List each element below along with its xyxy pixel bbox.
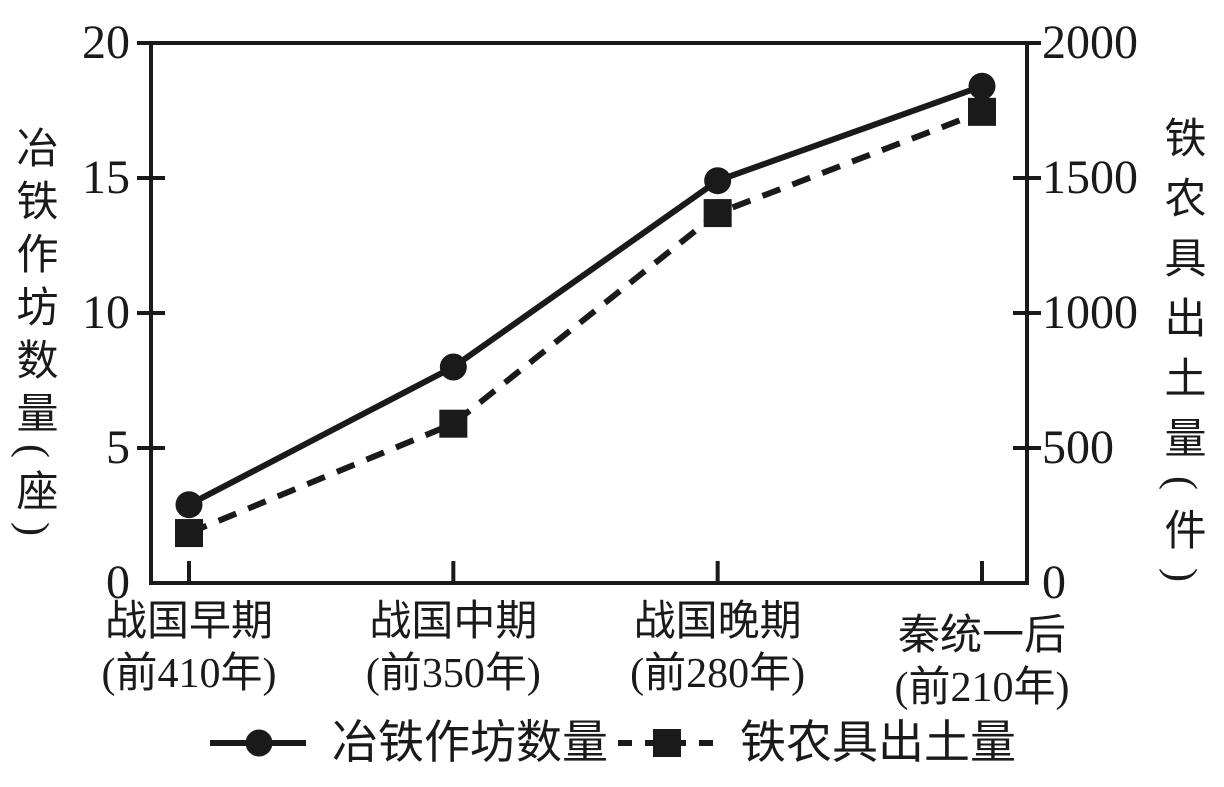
legend-entry: 冶铁作坊数量 — [208, 720, 608, 766]
x-axis-label-year: (前280年) — [630, 651, 806, 698]
x-axis-label: 秦统一后 (前210年) — [822, 610, 1142, 714]
x-axis-label-period: 秦统一后 — [897, 613, 1066, 659]
x-axis-label-period: 战国中期 — [369, 599, 538, 645]
data-point-square — [439, 409, 468, 438]
x-axis-label: 战国早期 (前410年) — [29, 596, 349, 700]
right-axis-tick-label: 2000 — [1042, 16, 1138, 69]
left-axis-tick-label: 0 — [106, 556, 130, 609]
x-axis-label-period: 战国晚期 — [633, 599, 802, 645]
right-axis-title: 铁农具出土量(件) — [1158, 116, 1204, 600]
legend-solid-circle-icon — [210, 729, 306, 757]
series-line-铁农具出土量 — [187, 109, 984, 536]
data-point-circle — [175, 491, 203, 519]
right-axis-tick-label: 0 — [1042, 556, 1066, 609]
left-axis-tick-label: 15 — [82, 151, 130, 204]
legend-entry: 铁农具出土量 — [616, 720, 1016, 766]
legend: 冶铁作坊数量 铁农具出土量 — [0, 720, 1224, 766]
x-axis-label-year: (前350年) — [365, 651, 541, 698]
x-axis-label: 战国晚期 (前280年) — [558, 596, 878, 700]
x-axis-label-period: 战国早期 — [104, 599, 273, 645]
left-axis-tick-label: 20 — [82, 16, 130, 69]
series-line-冶铁作坊数量 — [187, 83, 984, 508]
legend-label: 铁农具出土量 — [740, 717, 1016, 768]
x-axis-label-year: (前410年) — [101, 651, 277, 698]
right-axis-tick-label: 1500 — [1042, 151, 1138, 204]
x-axis-label-year: (前210年) — [894, 665, 1070, 712]
data-point-square — [968, 97, 996, 126]
left-axis-title: 冶铁作坊数量(座) — [10, 126, 56, 547]
data-point-square — [175, 519, 203, 548]
data-point-circle — [704, 167, 732, 195]
legend-dashed-square-icon — [618, 729, 714, 757]
legend-label: 冶铁作坊数量 — [332, 717, 608, 768]
data-point-circle — [968, 72, 996, 100]
data-point-circle — [439, 353, 467, 381]
data-point-square — [703, 199, 732, 228]
left-axis-tick-label: 5 — [106, 421, 130, 474]
x-axis-label: 战国中期 (前350年) — [293, 596, 613, 700]
left-axis-tick-label: 10 — [82, 286, 130, 339]
right-axis-tick-label: 1000 — [1042, 286, 1138, 339]
right-axis-tick-label: 500 — [1042, 421, 1114, 474]
